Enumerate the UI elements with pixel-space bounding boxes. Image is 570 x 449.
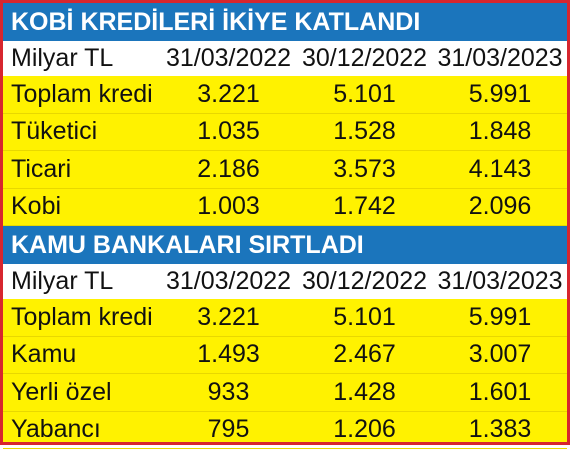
data-cell: 933 bbox=[161, 378, 296, 407]
data-cell: 1.003 bbox=[161, 192, 296, 221]
row-label: Kobi bbox=[3, 192, 161, 221]
row-label: Yabancı bbox=[3, 415, 161, 444]
data-cell: 3.573 bbox=[296, 155, 433, 184]
data-cell: 2.186 bbox=[161, 155, 296, 184]
header-cell: Milyar TL bbox=[3, 267, 161, 296]
data-cell: 5.101 bbox=[296, 80, 433, 109]
data-cell: 2.096 bbox=[433, 192, 567, 221]
data-cell: 1.206 bbox=[296, 415, 433, 444]
data-cell: 1.428 bbox=[296, 378, 433, 407]
header-cell: 31/03/2023 bbox=[433, 44, 567, 73]
header-cell: 31/03/2023 bbox=[433, 267, 567, 296]
row-label: Ticari bbox=[3, 155, 161, 184]
data-cell: 1.035 bbox=[161, 117, 296, 146]
data-cell: 1.528 bbox=[296, 117, 433, 146]
row-label: Toplam kredi bbox=[3, 303, 161, 332]
data-cell: 1.742 bbox=[296, 192, 433, 221]
data-cell: 3.221 bbox=[161, 80, 296, 109]
data-cell: 2.467 bbox=[296, 340, 433, 369]
section-title: KOBİ KREDİLERİ İKİYE KATLANDI bbox=[3, 3, 567, 41]
data-cell: 5.101 bbox=[296, 303, 433, 332]
row-label: Yerli özel bbox=[3, 378, 161, 407]
header-cell: 30/12/2022 bbox=[296, 44, 433, 73]
data-cell: 4.143 bbox=[433, 155, 567, 184]
row-label: Toplam kredi bbox=[3, 80, 161, 109]
header-cell: 30/12/2022 bbox=[296, 267, 433, 296]
data-cell: 5.991 bbox=[433, 80, 567, 109]
data-cell: 3.007 bbox=[433, 340, 567, 369]
row-label: Kamu bbox=[3, 340, 161, 369]
data-cell: 1.383 bbox=[433, 415, 567, 444]
data-cell: 1.493 bbox=[161, 340, 296, 369]
data-cell: 3.221 bbox=[161, 303, 296, 332]
header-cell: 31/03/2022 bbox=[161, 44, 296, 73]
section-title: KAMU BANKALARI SIRTLADI bbox=[3, 226, 567, 264]
data-cell: 5.991 bbox=[433, 303, 567, 332]
data-cell: 1.848 bbox=[433, 117, 567, 146]
header-cell: Milyar TL bbox=[3, 44, 161, 73]
data-cell: 1.601 bbox=[433, 378, 567, 407]
header-cell: 31/03/2022 bbox=[161, 267, 296, 296]
data-cell: 795 bbox=[161, 415, 296, 444]
row-label: Tüketici bbox=[3, 117, 161, 146]
